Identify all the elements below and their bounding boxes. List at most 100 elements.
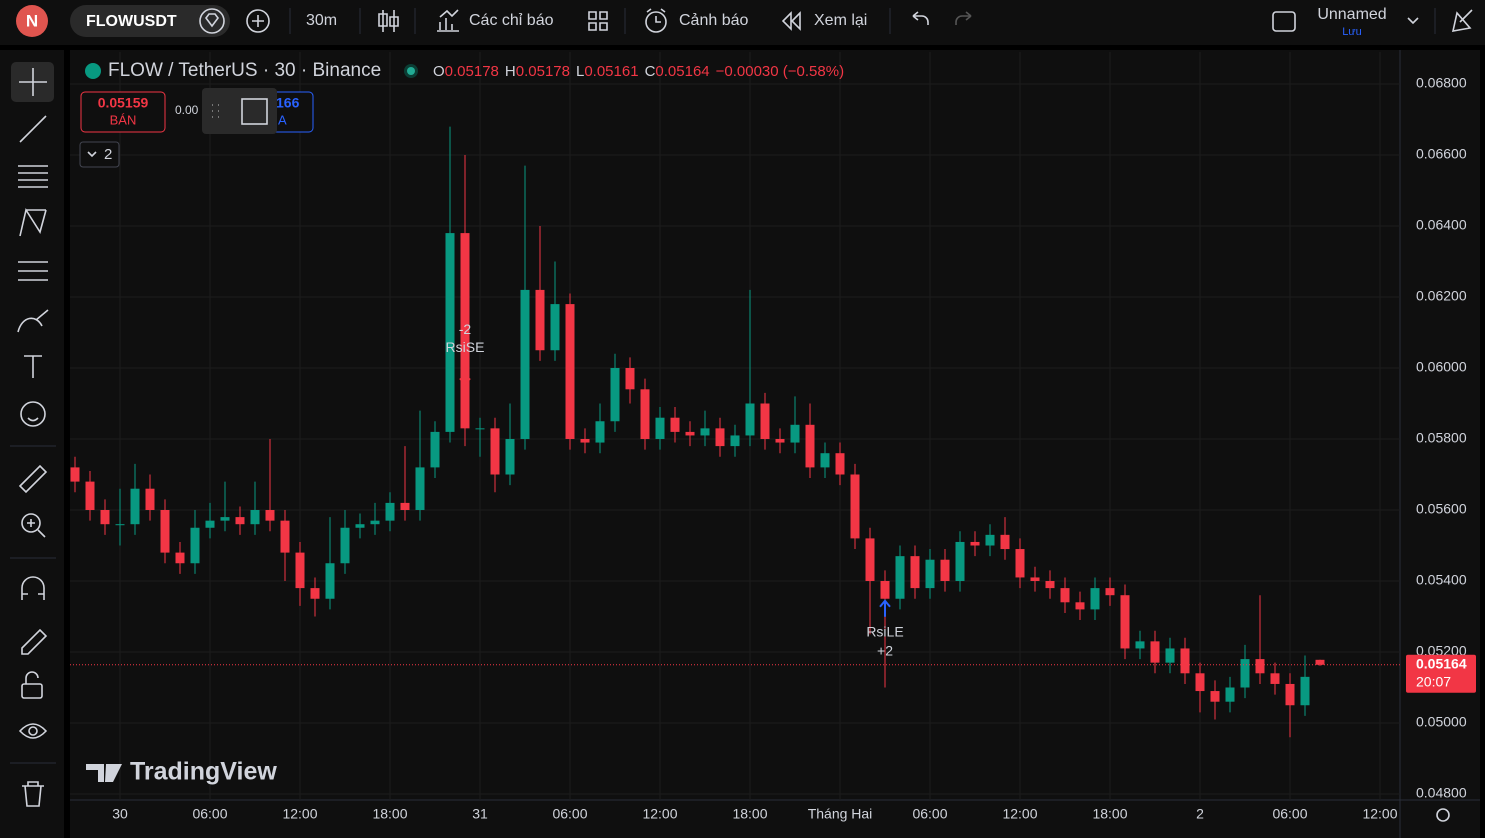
candle-body [1120,595,1130,649]
signal-label: -2 [459,321,472,337]
signal-label: +2 [877,642,893,658]
candle-body [265,510,275,521]
alert-button[interactable]: Cảnh báo [679,12,748,29]
y-tick-label: 0.06600 [1416,146,1467,162]
candle-body [1105,588,1115,596]
candle-body [385,502,395,521]
stay-drawing-tool[interactable] [21,628,48,655]
magnet-tool[interactable] [21,576,45,600]
candle-body [685,431,695,436]
x-tick-label: 18:00 [732,806,767,822]
l-value: 0.05161 [584,63,638,80]
indicators-icon[interactable] [437,9,459,32]
select-area[interactable] [241,98,268,125]
x-tick-label: 18:00 [372,806,407,822]
save-label[interactable]: Lưu [1342,26,1362,38]
candle-body [1315,659,1325,665]
sell-button[interactable] [80,91,166,133]
candle-body [1075,602,1085,610]
drag-handle[interactable] [212,104,219,118]
candle-body [1030,577,1040,581]
delete-tool[interactable] [22,781,44,807]
x-tick-label: 12:00 [1002,806,1037,822]
undo[interactable] [912,11,929,25]
y-tick-label: 0.06000 [1416,359,1467,375]
y-tick-label: 0.05600 [1416,501,1467,517]
settings[interactable] [1436,808,1450,822]
candle-body [1015,549,1025,578]
candle-body [1195,673,1205,692]
candle-body [310,588,320,599]
y-tick-label: 0.05200 [1416,643,1467,659]
layout-name[interactable]: Unnamed [1317,6,1386,23]
hide-tool[interactable] [18,723,48,739]
symbol-icon [85,63,101,79]
chart-type-icon[interactable] [378,10,399,32]
indicators-button[interactable]: Các chỉ báo [469,12,554,29]
candle-body [280,520,290,553]
drawing-tools [10,62,56,807]
alert-icon[interactable] [645,11,667,33]
last-price-box [1406,654,1476,693]
candle-body [640,389,650,439]
tv-logo [86,764,122,782]
layouts-icon[interactable] [588,11,608,31]
ruler-tool[interactable] [18,464,48,494]
replay-icon[interactable] [781,11,801,31]
candle-body [745,403,755,436]
add-symbol[interactable] [246,9,270,33]
candle-body [1150,641,1160,663]
lock-shackle [25,671,39,684]
diamond-icon[interactable] [199,8,225,34]
x-tick-label: 06:00 [1272,806,1307,822]
brush-tool[interactable] [17,309,49,333]
candle-body [295,552,305,589]
candle-body [550,304,560,351]
crosshair-tool[interactable] [19,68,47,96]
candle-body [145,488,155,510]
x-tick-label: Tháng Hai [808,806,873,822]
lock-tool[interactable] [21,683,43,699]
chart: 0.04800 0.05000 0.05200 0.05400 0.05600 0.058… [70,52,1476,822]
x-tick-label: 12:00 [282,806,317,822]
emoji-tool[interactable] [20,401,46,427]
ohlc-legend: O0.05178 H0.05178 L0.05161 C0.05164 −0.00030… [433,63,844,80]
candle-body [1285,683,1295,706]
candle-body [880,581,890,599]
signal-label: RsiSE [446,339,485,355]
interval[interactable]: 30m [306,12,337,29]
o-label: O [433,63,445,80]
alert-clock [646,8,666,23]
x-tick-label: 31 [472,806,488,822]
pattern-tool[interactable] [19,207,47,237]
market-status-dot [407,67,415,75]
publish-icon[interactable] [1451,9,1473,32]
o-value: 0.05178 [445,63,499,80]
candle-body [235,517,245,525]
trend-line-tool[interactable] [19,115,47,143]
layout-icon[interactable] [1272,11,1296,32]
candle-body [535,289,545,351]
text-tool[interactable] [24,355,42,378]
zoom-tool[interactable] [21,513,41,533]
y-tick-label: 0.04800 [1416,785,1467,801]
last-price-label: 0.05164 [1416,655,1467,671]
candle-body [910,556,920,589]
indicators-toggle[interactable] [79,141,120,168]
candle-body [595,421,605,443]
candle-body [1165,648,1175,663]
candle-body [1240,659,1250,688]
fib-tool[interactable] [18,165,48,188]
avatar[interactable] [16,5,48,37]
symbol-search[interactable] [70,5,230,37]
x-tick-label: 18:00 [1092,806,1127,822]
projection-tool[interactable] [18,261,48,281]
replay-button[interactable]: Xem lại [814,12,867,29]
candle-body [400,502,410,510]
zoom-plus [27,519,46,538]
redo[interactable] [955,11,972,25]
candle-body [925,559,935,589]
layout-menu[interactable] [1407,17,1419,25]
candle-body [505,439,515,475]
buy-price: 166 [276,95,300,111]
